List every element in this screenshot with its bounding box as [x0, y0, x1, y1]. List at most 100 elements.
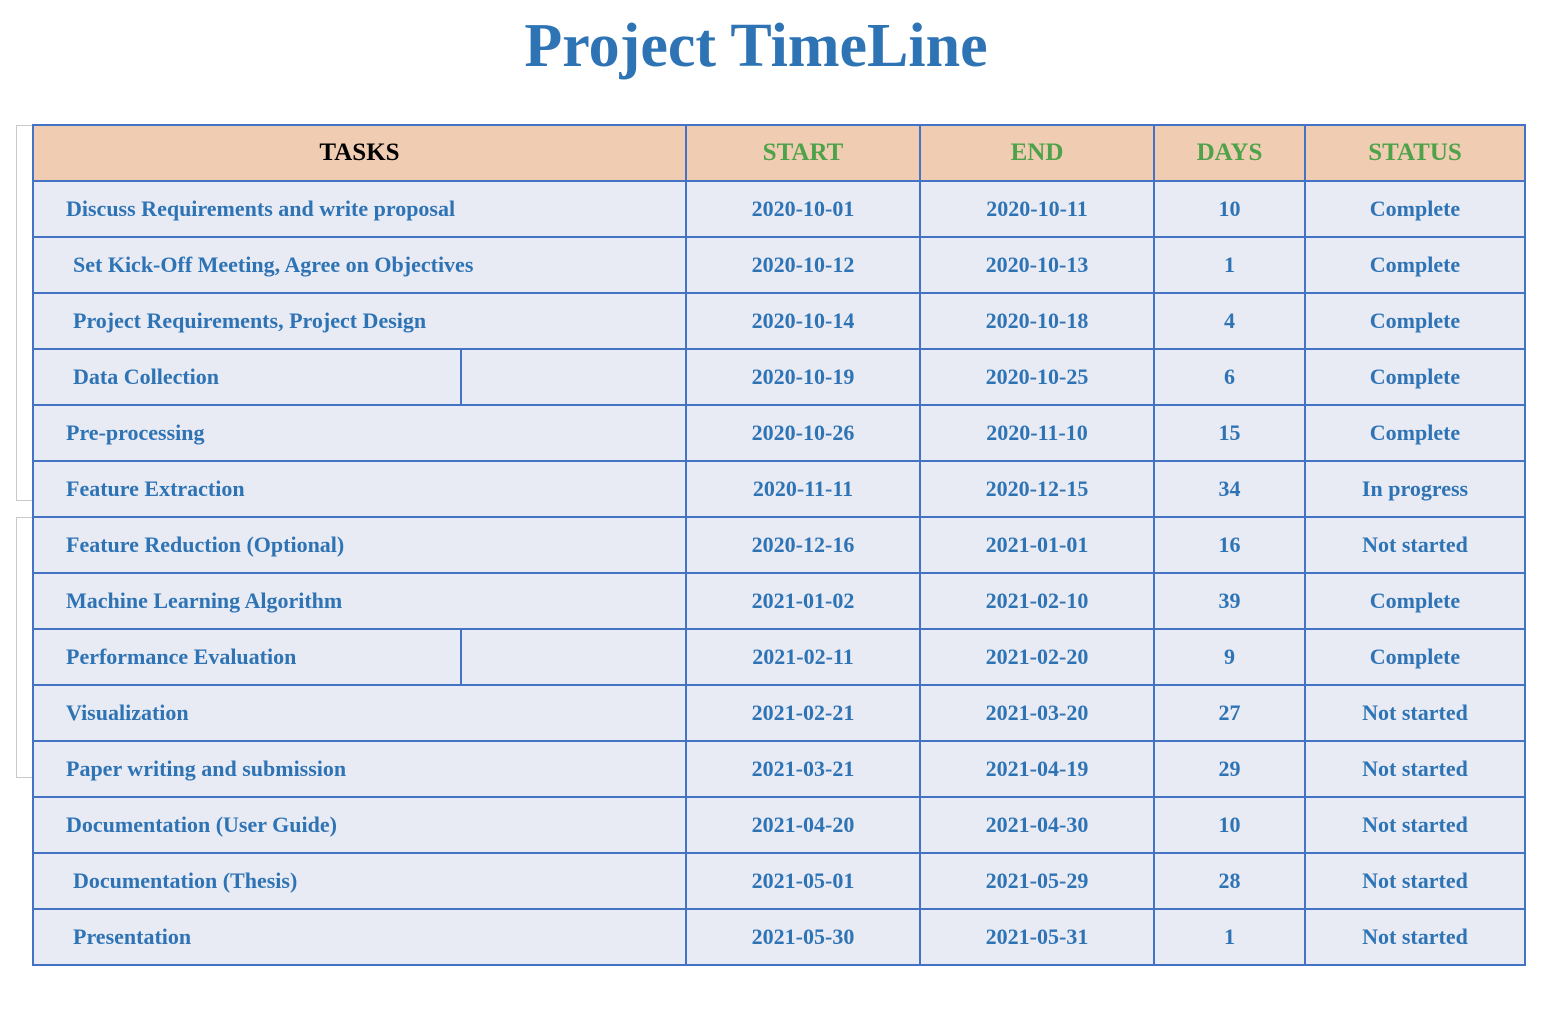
group-bracket-upper	[16, 125, 33, 501]
task-name: Pre-processing	[66, 420, 205, 445]
task-cell: Feature Reduction (Optional)	[32, 516, 687, 574]
table-row: Set Kick-Off Meeting, Agree on Objective…	[32, 236, 1526, 294]
task-name: Documentation (Thesis)	[73, 868, 298, 893]
header-status: STATUS	[1304, 124, 1526, 182]
task-name: Discuss Requirements and write proposal	[66, 196, 456, 221]
task-name: Paper writing and submission	[66, 756, 347, 781]
start-date: 2020-10-26	[685, 404, 921, 462]
header-tasks: TASKS	[32, 124, 687, 182]
task-cell: Set Kick-Off Meeting, Agree on Objective…	[32, 236, 687, 294]
timeline-table: TASKS START END DAYS STATUS Discuss Requ…	[32, 124, 1526, 966]
task-name: Visualization	[66, 700, 189, 725]
start-date: 2021-04-20	[685, 796, 921, 854]
start-date: 2021-05-01	[685, 852, 921, 910]
task-name: Presentation	[73, 924, 192, 949]
days-count: 39	[1153, 572, 1306, 630]
end-date: 2021-02-20	[919, 628, 1155, 686]
status-value: Complete	[1304, 404, 1526, 462]
task-name: Data Collection	[73, 364, 220, 389]
task-cell: Visualization	[32, 684, 687, 742]
header-days: DAYS	[1153, 124, 1306, 182]
days-count: 34	[1153, 460, 1306, 518]
task-cell: Presentation	[32, 908, 687, 966]
task-name: Documentation (User Guide)	[66, 812, 337, 837]
start-date: 2021-02-11	[685, 628, 921, 686]
days-count: 9	[1153, 628, 1306, 686]
table-row: Documentation (User Guide) 2021-04-20 20…	[32, 796, 1526, 854]
days-count: 1	[1153, 908, 1306, 966]
end-date: 2021-01-01	[919, 516, 1155, 574]
header-row: TASKS START END DAYS STATUS	[32, 124, 1526, 182]
table-row: Paper writing and submission 2021-03-21 …	[32, 740, 1526, 798]
start-date: 2020-10-01	[685, 180, 921, 238]
days-count: 10	[1153, 180, 1306, 238]
days-count: 29	[1153, 740, 1306, 798]
status-value: In progress	[1304, 460, 1526, 518]
task-cell: Documentation (Thesis)	[32, 852, 687, 910]
days-count: 28	[1153, 852, 1306, 910]
table-row: Feature Reduction (Optional) 2020-12-16 …	[32, 516, 1526, 574]
days-count: 16	[1153, 516, 1306, 574]
end-date: 2020-10-13	[919, 236, 1155, 294]
start-date: 2020-10-12	[685, 236, 921, 294]
end-date: 2020-10-25	[919, 348, 1155, 406]
status-value: Complete	[1304, 180, 1526, 238]
task-name: Project Requirements, Project Design	[73, 308, 427, 333]
start-date: 2020-10-19	[685, 348, 921, 406]
cell-divider	[460, 350, 462, 404]
cell-divider	[460, 630, 462, 684]
task-cell: Data Collection	[32, 348, 687, 406]
status-value: Complete	[1304, 292, 1526, 350]
table-row: Feature Extraction 2020-11-11 2020-12-15…	[32, 460, 1526, 518]
start-date: 2021-03-21	[685, 740, 921, 798]
task-cell: Paper writing and submission	[32, 740, 687, 798]
status-value: Not started	[1304, 516, 1526, 574]
end-date: 2021-04-19	[919, 740, 1155, 798]
task-cell: Machine Learning Algorithm	[32, 572, 687, 630]
task-name: Machine Learning Algorithm	[66, 588, 343, 613]
start-date: 2021-01-02	[685, 572, 921, 630]
header-end: END	[919, 124, 1155, 182]
header-start: START	[685, 124, 921, 182]
task-cell: Performance Evaluation	[32, 628, 687, 686]
end-date: 2021-05-31	[919, 908, 1155, 966]
table-row: Presentation 2021-05-30 2021-05-31 1 Not…	[32, 908, 1526, 966]
table-row: Visualization 2021-02-21 2021-03-20 27 N…	[32, 684, 1526, 742]
page-title: Project TimeLine	[524, 12, 988, 80]
end-date: 2020-10-18	[919, 292, 1155, 350]
status-value: Not started	[1304, 684, 1526, 742]
status-value: Complete	[1304, 348, 1526, 406]
status-value: Not started	[1304, 852, 1526, 910]
table-row: Pre-processing 2020-10-26 2020-11-10 15 …	[32, 404, 1526, 462]
end-date: 2020-12-15	[919, 460, 1155, 518]
days-count: 10	[1153, 796, 1306, 854]
status-value: Complete	[1304, 572, 1526, 630]
task-name: Set Kick-Off Meeting, Agree on Objective…	[73, 252, 474, 277]
task-cell: Documentation (User Guide)	[32, 796, 687, 854]
table-row: Project Requirements, Project Design 202…	[32, 292, 1526, 350]
status-value: Complete	[1304, 236, 1526, 294]
start-date: 2021-02-21	[685, 684, 921, 742]
task-cell: Project Requirements, Project Design	[32, 292, 687, 350]
group-bracket-lower	[16, 517, 33, 778]
table-row: Data Collection 2020-10-19 2020-10-25 6 …	[32, 348, 1526, 406]
task-cell: Pre-processing	[32, 404, 687, 462]
task-name: Feature Extraction	[66, 476, 245, 501]
table-row: Machine Learning Algorithm 2021-01-02 20…	[32, 572, 1526, 630]
status-value: Not started	[1304, 908, 1526, 966]
start-date: 2020-10-14	[685, 292, 921, 350]
end-date: 2021-03-20	[919, 684, 1155, 742]
end-date: 2020-11-10	[919, 404, 1155, 462]
task-cell: Discuss Requirements and write proposal	[32, 180, 687, 238]
status-value: Not started	[1304, 796, 1526, 854]
table-row: Documentation (Thesis) 2021-05-01 2021-0…	[32, 852, 1526, 910]
end-date: 2020-10-11	[919, 180, 1155, 238]
task-name: Performance Evaluation	[66, 644, 297, 669]
table-row: Discuss Requirements and write proposal …	[32, 180, 1526, 238]
days-count: 27	[1153, 684, 1306, 742]
start-date: 2020-11-11	[685, 460, 921, 518]
table-row: Performance Evaluation 2021-02-11 2021-0…	[32, 628, 1526, 686]
status-value: Complete	[1304, 628, 1526, 686]
status-value: Not started	[1304, 740, 1526, 798]
days-count: 15	[1153, 404, 1306, 462]
